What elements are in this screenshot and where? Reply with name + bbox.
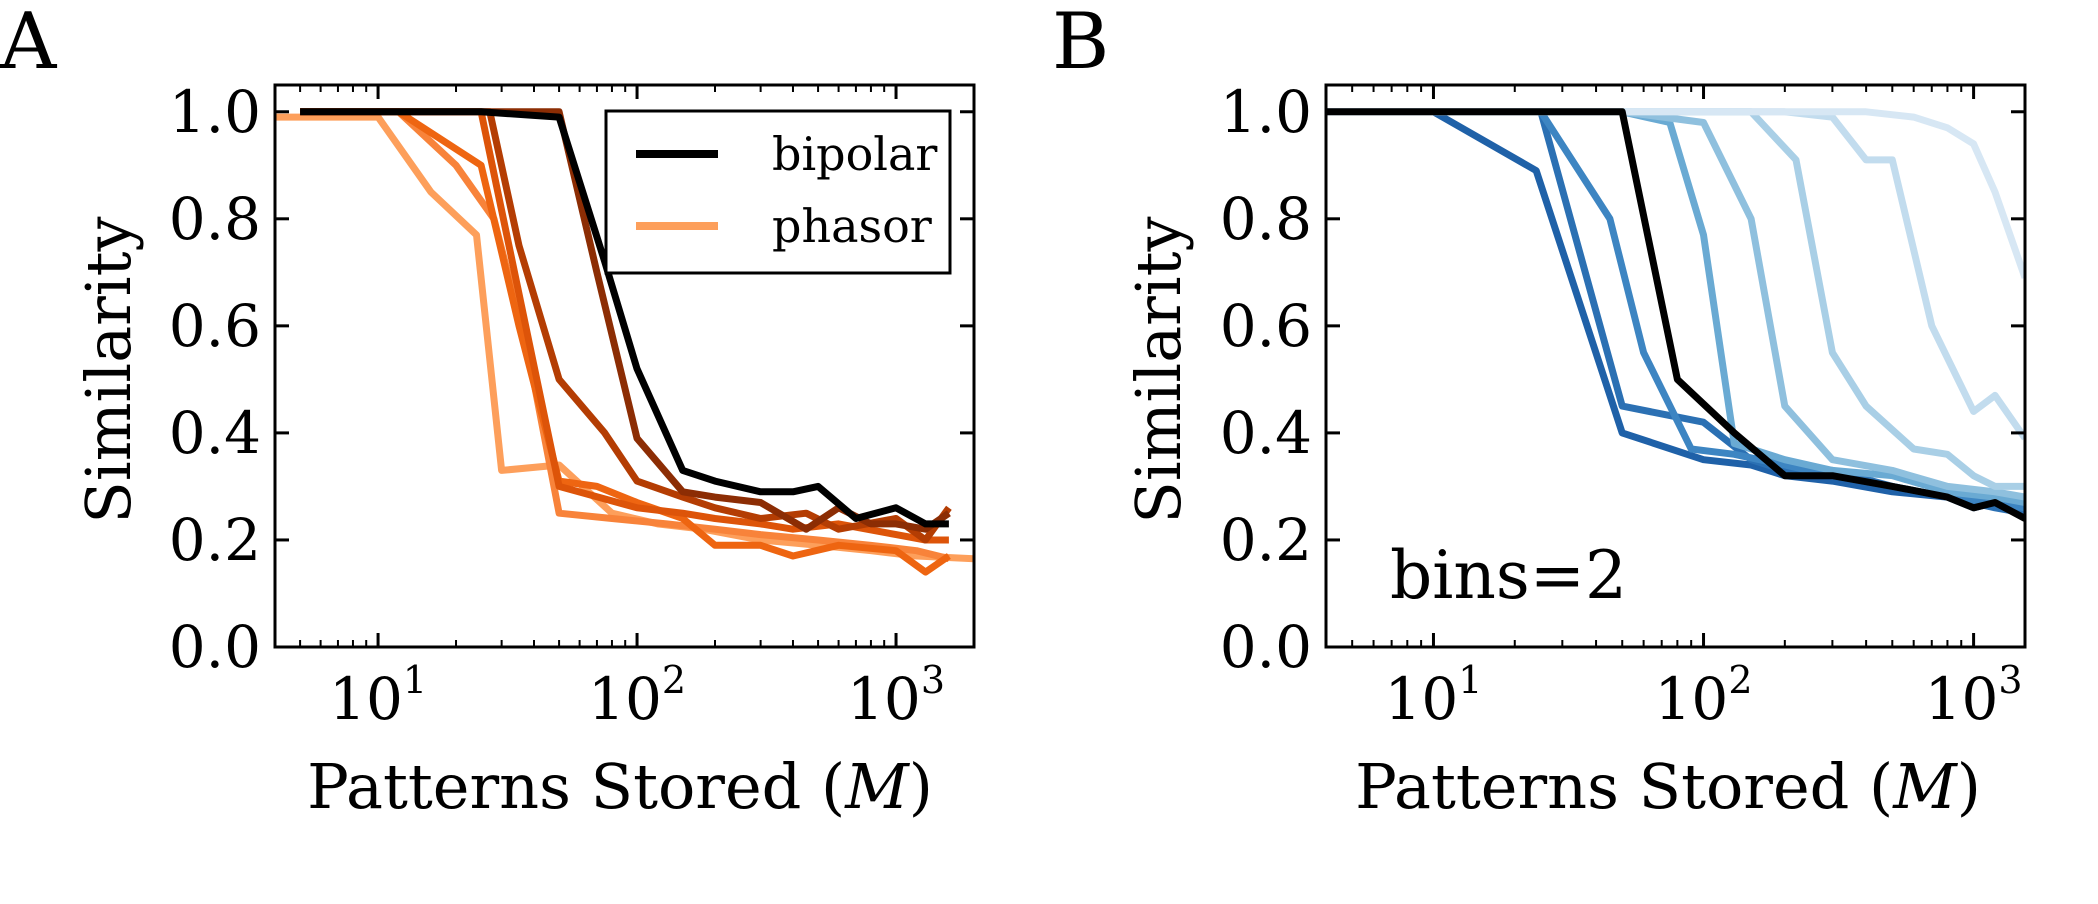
ytick-label: 1.0 <box>169 78 261 146</box>
bins-annotation: bins=2 <box>1390 537 1627 614</box>
panel-b-plot-area: 0.0 0.2 0.4 0.6 0.8 1.0 101 102 103 <box>1220 78 2027 733</box>
ytick-label: 0.4 <box>1220 399 1312 467</box>
panel-a-xlabel: Patterns Stored (M) <box>307 750 933 823</box>
panel-a-series-group <box>275 108 974 576</box>
ytick-label: 0.0 <box>169 613 261 681</box>
panel-b-ylabel: Similarity <box>1122 216 1195 523</box>
xtick-label: 102 <box>588 658 686 733</box>
ytick-label: 0.6 <box>1220 292 1312 360</box>
panel-b-axes-frame <box>1324 83 2027 649</box>
ytick-label: 0.0 <box>1220 613 1312 681</box>
ytick-label: 1.0 <box>1220 78 1312 146</box>
legend-label-phasor: phasor <box>772 199 932 253</box>
xtick-label: 102 <box>1655 658 1753 733</box>
ytick-label: 0.2 <box>169 506 261 574</box>
series-line-bipolar <box>300 108 949 528</box>
ytick-label: 0.2 <box>1220 506 1312 574</box>
xtick-label: 101 <box>329 658 427 733</box>
ytick-label: 0.8 <box>1220 185 1312 253</box>
ytick-label: 0.6 <box>169 292 261 360</box>
panel-b-xlabel: Patterns Stored (M) <box>1355 750 1981 823</box>
xtick-label: 103 <box>847 658 945 733</box>
legend-frame <box>604 109 952 275</box>
panel-a: A 0.0 0.2 0.4 0.6 0.8 1.0 101 102 103 Patterns S… <box>0 0 976 823</box>
panel-b-series-group <box>1326 108 2025 522</box>
series-line-phasor-3 <box>300 108 951 576</box>
ytick-label: 0.4 <box>169 399 261 467</box>
panel-b: B 0.0 0.2 0.4 0.6 0.8 1.0 101 102 103 Patterns S… <box>1052 0 2027 823</box>
panel-a-legend: bipolar phasor <box>604 109 952 275</box>
panel-a-plot-area: 0.0 0.2 0.4 0.6 0.8 1.0 101 102 103 <box>169 78 976 733</box>
series-line-bipolar <box>1326 108 2025 522</box>
ytick-label: 0.8 <box>169 185 261 253</box>
xtick-label: 101 <box>1384 658 1482 733</box>
legend-label-bipolar: bipolar <box>772 127 937 181</box>
xtick-label: 103 <box>1925 658 2023 733</box>
panel-a-letter: A <box>0 0 58 87</box>
panel-a-ylabel: Similarity <box>72 216 145 523</box>
panel-b-letter: B <box>1052 0 1109 87</box>
